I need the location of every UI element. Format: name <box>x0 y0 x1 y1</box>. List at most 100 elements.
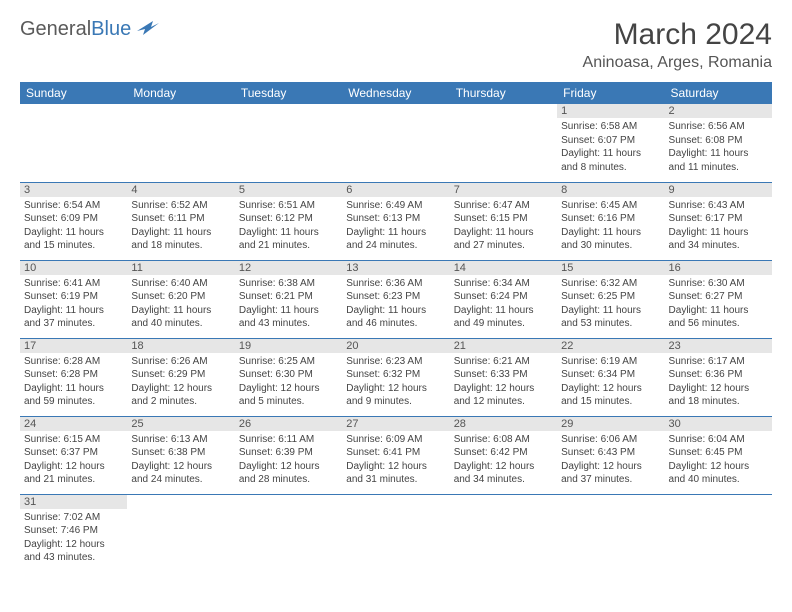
calendar-cell <box>450 104 557 182</box>
calendar-cell: 7Sunrise: 6:47 AMSunset: 6:15 PMDaylight… <box>450 182 557 260</box>
calendar-cell: 1Sunrise: 6:58 AMSunset: 6:07 PMDaylight… <box>557 104 664 182</box>
day-header-row: SundayMondayTuesdayWednesdayThursdayFrid… <box>20 82 772 104</box>
cell-line-d1: Daylight: 11 hours <box>131 226 230 240</box>
cell-line-sr: Sunrise: 6:36 AM <box>346 277 445 291</box>
cell-line-ss: Sunset: 6:25 PM <box>561 290 660 304</box>
cell-line-d2: and 56 minutes. <box>669 317 768 331</box>
cell-line-sr: Sunrise: 6:49 AM <box>346 199 445 213</box>
day-number: 4 <box>127 183 234 197</box>
location: Aninoasa, Arges, Romania <box>583 54 772 72</box>
cell-line-d1: Daylight: 11 hours <box>669 147 768 161</box>
cell-line-sr: Sunrise: 6:56 AM <box>669 120 768 134</box>
cell-line-sr: Sunrise: 6:41 AM <box>24 277 123 291</box>
day-number: 3 <box>20 183 127 197</box>
cell-line-sr: Sunrise: 6:47 AM <box>454 199 553 213</box>
cell-line-ss: Sunset: 6:20 PM <box>131 290 230 304</box>
day-number: 30 <box>665 417 772 431</box>
cell-line-d1: Daylight: 12 hours <box>561 460 660 474</box>
calendar-cell: 15Sunrise: 6:32 AMSunset: 6:25 PMDayligh… <box>557 260 664 338</box>
calendar-cell: 25Sunrise: 6:13 AMSunset: 6:38 PMDayligh… <box>127 416 234 494</box>
cell-line-sr: Sunrise: 6:43 AM <box>669 199 768 213</box>
cell-line-ss: Sunset: 6:32 PM <box>346 368 445 382</box>
calendar-row: 1Sunrise: 6:58 AMSunset: 6:07 PMDaylight… <box>20 104 772 182</box>
cell-line-ss: Sunset: 6:15 PM <box>454 212 553 226</box>
cell-line-d2: and 5 minutes. <box>239 395 338 409</box>
day-header: Tuesday <box>235 82 342 104</box>
cell-line-d2: and 18 minutes. <box>669 395 768 409</box>
day-number: 25 <box>127 417 234 431</box>
cell-line-d2: and 12 minutes. <box>454 395 553 409</box>
cell-line-ss: Sunset: 6:38 PM <box>131 446 230 460</box>
cell-line-d2: and 30 minutes. <box>561 239 660 253</box>
cell-line-sr: Sunrise: 6:23 AM <box>346 355 445 369</box>
cell-line-sr: Sunrise: 6:04 AM <box>669 433 768 447</box>
logo: General Blue <box>20 18 159 41</box>
calendar-cell: 30Sunrise: 6:04 AMSunset: 6:45 PMDayligh… <box>665 416 772 494</box>
calendar-cell: 9Sunrise: 6:43 AMSunset: 6:17 PMDaylight… <box>665 182 772 260</box>
calendar-cell: 17Sunrise: 6:28 AMSunset: 6:28 PMDayligh… <box>20 338 127 416</box>
day-number: 21 <box>450 339 557 353</box>
cell-line-sr: Sunrise: 6:40 AM <box>131 277 230 291</box>
cell-line-d2: and 21 minutes. <box>24 473 123 487</box>
cell-line-d2: and 43 minutes. <box>239 317 338 331</box>
day-number: 17 <box>20 339 127 353</box>
cell-line-d1: Daylight: 11 hours <box>239 226 338 240</box>
day-number: 22 <box>557 339 664 353</box>
day-number: 2 <box>665 104 772 118</box>
day-number: 28 <box>450 417 557 431</box>
cell-line-ss: Sunset: 6:37 PM <box>24 446 123 460</box>
cell-line-d2: and 37 minutes. <box>561 473 660 487</box>
cell-line-d1: Daylight: 12 hours <box>454 382 553 396</box>
day-header: Saturday <box>665 82 772 104</box>
calendar-body: 1Sunrise: 6:58 AMSunset: 6:07 PMDaylight… <box>20 104 772 572</box>
cell-line-d2: and 11 minutes. <box>669 161 768 175</box>
cell-line-sr: Sunrise: 6:13 AM <box>131 433 230 447</box>
flag-icon <box>137 19 159 40</box>
day-number: 27 <box>342 417 449 431</box>
day-number: 13 <box>342 261 449 275</box>
calendar-cell: 26Sunrise: 6:11 AMSunset: 6:39 PMDayligh… <box>235 416 342 494</box>
cell-line-ss: Sunset: 6:24 PM <box>454 290 553 304</box>
day-number: 20 <box>342 339 449 353</box>
calendar-cell <box>127 104 234 182</box>
cell-line-d1: Daylight: 12 hours <box>346 382 445 396</box>
cell-line-d1: Daylight: 12 hours <box>669 460 768 474</box>
cell-line-d1: Daylight: 11 hours <box>239 304 338 318</box>
cell-line-ss: Sunset: 6:34 PM <box>561 368 660 382</box>
cell-line-sr: Sunrise: 6:15 AM <box>24 433 123 447</box>
cell-line-d2: and 27 minutes. <box>454 239 553 253</box>
calendar-cell <box>557 494 664 572</box>
cell-line-sr: Sunrise: 6:11 AM <box>239 433 338 447</box>
cell-line-ss: Sunset: 6:21 PM <box>239 290 338 304</box>
cell-line-sr: Sunrise: 6:45 AM <box>561 199 660 213</box>
calendar-cell: 6Sunrise: 6:49 AMSunset: 6:13 PMDaylight… <box>342 182 449 260</box>
cell-line-ss: Sunset: 6:42 PM <box>454 446 553 460</box>
cell-line-d1: Daylight: 11 hours <box>346 304 445 318</box>
cell-line-d1: Daylight: 12 hours <box>346 460 445 474</box>
calendar-cell: 20 Sunrise: 6:23 AMSunset: 6:32 PMDayligh… <box>342 338 449 416</box>
cell-line-sr: Sunrise: 6:21 AM <box>454 355 553 369</box>
day-header: Sunday <box>20 82 127 104</box>
day-number: 5 <box>235 183 342 197</box>
day-number: 29 <box>557 417 664 431</box>
cell-line-ss: Sunset: 6:28 PM <box>24 368 123 382</box>
cell-line-ss: Sunset: 6:13 PM <box>346 212 445 226</box>
calendar-cell <box>450 494 557 572</box>
day-number: 14 <box>450 261 557 275</box>
day-number: 7 <box>450 183 557 197</box>
calendar-cell <box>20 104 127 182</box>
day-number: 18 <box>127 339 234 353</box>
calendar-cell: 21Sunrise: 6:21 AMSunset: 6:33 PMDayligh… <box>450 338 557 416</box>
day-header: Monday <box>127 82 234 104</box>
cell-line-d2: and 49 minutes. <box>454 317 553 331</box>
page-header: General Blue March 2024 Aninoasa, Arges,… <box>20 18 772 72</box>
cell-line-d2: and 37 minutes. <box>24 317 123 331</box>
cell-line-d1: Daylight: 11 hours <box>669 226 768 240</box>
cell-line-d1: Daylight: 11 hours <box>24 382 123 396</box>
cell-line-d1: Daylight: 12 hours <box>24 538 123 552</box>
cell-line-ss: Sunset: 6:12 PM <box>239 212 338 226</box>
cell-line-ss: Sunset: 6:39 PM <box>239 446 338 460</box>
cell-line-d2: and 9 minutes. <box>346 395 445 409</box>
calendar-cell: 19Sunrise: 6:25 AMSunset: 6:30 PMDayligh… <box>235 338 342 416</box>
cell-line-d1: Daylight: 11 hours <box>24 226 123 240</box>
